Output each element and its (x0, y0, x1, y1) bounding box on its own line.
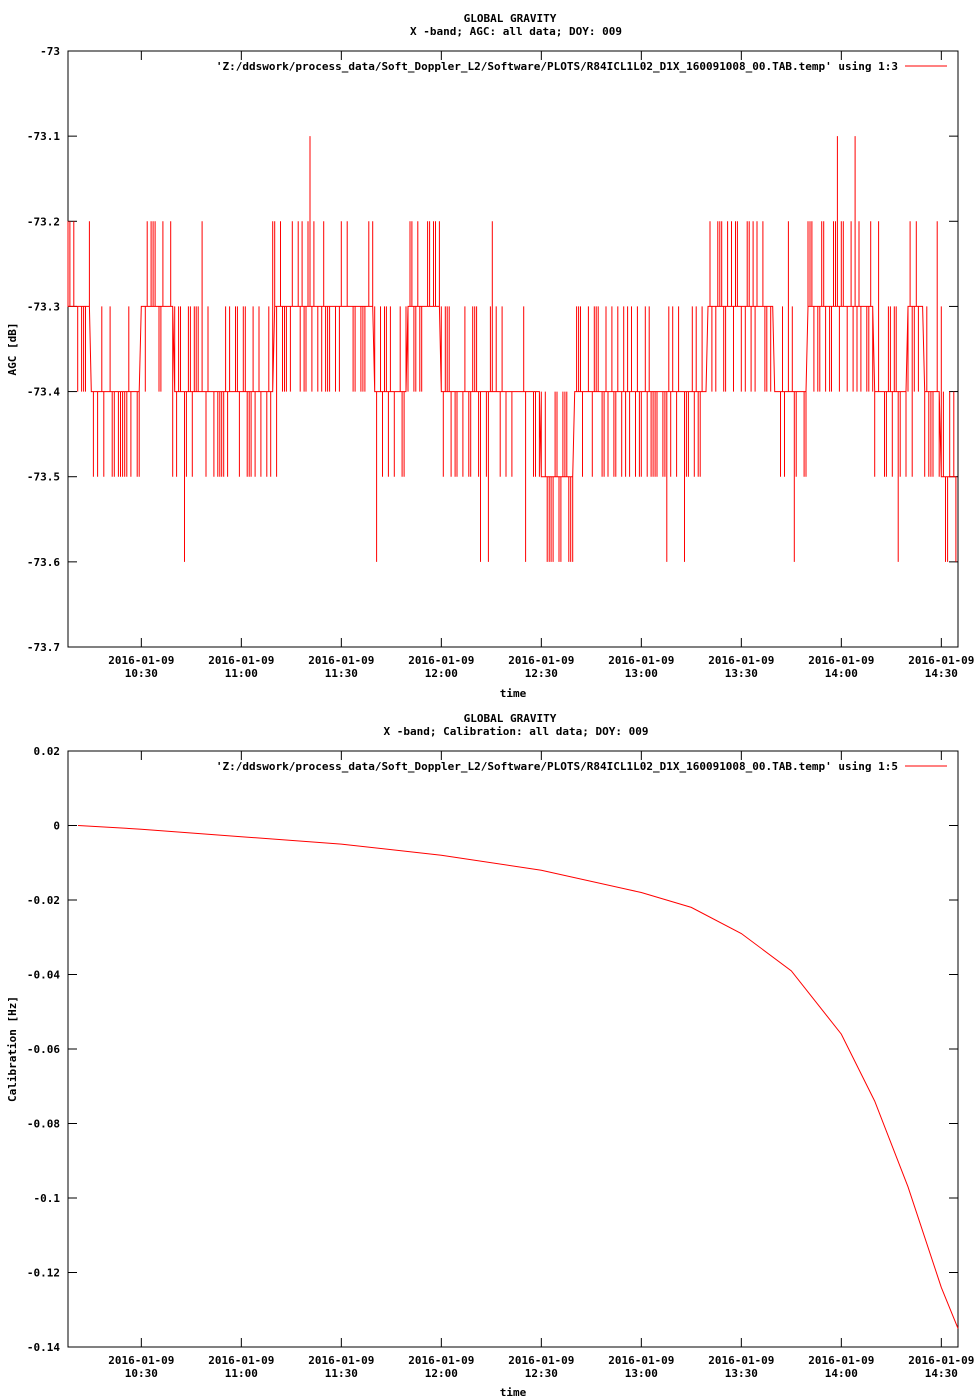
agc-x-axis-label: time (500, 687, 527, 700)
agc-x-tick-time-label: 12:00 (425, 667, 458, 680)
calibration-series (77, 825, 959, 1329)
agc-x-tick-time-label: 12:30 (525, 667, 558, 680)
agc-x-tick-time-label: 14:00 (825, 667, 858, 680)
agc-x-tick-time-label: 14:30 (925, 667, 958, 680)
agc-x-tick-time-label: 13:30 (725, 667, 758, 680)
calibration-y-tick-label: -0.14 (27, 1341, 60, 1354)
calibration-x-tick-time-label: 12:30 (525, 1367, 558, 1380)
calibration-y-tick-label: -0.08 (27, 1118, 60, 1131)
agc-x-ticks: 2016-01-0910:302016-01-0911:002016-01-09… (108, 51, 974, 680)
calibration-x-tick-time-label: 13:30 (725, 1367, 758, 1380)
agc-x-tick-time-label: 13:00 (625, 667, 658, 680)
agc-series-line (67, 136, 957, 562)
calibration-x-tick-time-label: 13:00 (625, 1367, 658, 1380)
agc-plot-frame (67, 50, 959, 648)
agc-y-tick-label: -73.2 (27, 215, 60, 228)
agc-x-tick-date-label: 2016-01-09 (108, 654, 174, 667)
agc-chart-title: GLOBAL GRAVITY (464, 12, 557, 25)
calibration-y-tick-label: -0.04 (27, 969, 60, 982)
agc-y-ticks: -73 -73.1 -73.2 -73.3 -73.4 -73.5 -73.6 -73.7 (27, 45, 958, 654)
calibration-legend: 'Z:/ddswork/process_data/Soft_Doppler_L2… (216, 760, 947, 773)
agc-x-tick-date-label: 2016-01-09 (508, 654, 574, 667)
calibration-x-tick-date-label: 2016-01-09 (708, 1354, 774, 1367)
calibration-y-tick-label: -0.02 (27, 894, 60, 907)
agc-x-tick-date-label: 2016-01-09 (308, 654, 374, 667)
calibration-x-tick-date-label: 2016-01-09 (808, 1354, 874, 1367)
calibration-chart-title: GLOBAL GRAVITY (464, 712, 557, 725)
calibration-chart-subtitle: X -band; Calibration: all data; DOY: 009 (384, 725, 649, 738)
calibration-plot-frame (67, 750, 959, 1348)
agc-x-tick-date-label: 2016-01-09 (908, 654, 974, 667)
calibration-x-tick-time-label: 14:30 (925, 1367, 958, 1380)
agc-y-tick-label: -73.7 (27, 641, 60, 654)
calibration-y-tick-label: 0.02 (34, 745, 61, 758)
agc-x-tick-date-label: 2016-01-09 (708, 654, 774, 667)
calibration-x-tick-date-label: 2016-01-09 (908, 1354, 974, 1367)
agc-legend-label: 'Z:/ddswork/process_data/Soft_Doppler_L2… (216, 60, 898, 73)
calibration-x-tick-date-label: 2016-01-09 (208, 1354, 274, 1367)
calibration-y-axis-label: Calibration [Hz] (6, 996, 19, 1102)
agc-chart: GLOBAL GRAVITY X -band; AGC: all data; D… (6, 12, 974, 700)
agc-y-tick-label: -73 (40, 45, 60, 58)
agc-x-tick-date-label: 2016-01-09 (608, 654, 674, 667)
agc-y-tick-label: -73.1 (27, 130, 60, 143)
agc-y-axis-label: AGC [dB] (6, 323, 19, 376)
calibration-x-tick-time-label: 12:00 (425, 1367, 458, 1380)
agc-y-tick-label: -73.3 (27, 300, 60, 313)
calibration-x-tick-time-label: 10:30 (125, 1367, 158, 1380)
calibration-y-tick-label: -0.12 (27, 1267, 60, 1280)
calibration-legend-label: 'Z:/ddswork/process_data/Soft_Doppler_L2… (216, 760, 898, 773)
agc-x-tick-time-label: 11:30 (325, 667, 358, 680)
calibration-x-tick-time-label: 11:30 (325, 1367, 358, 1380)
calibration-y-tick-label: -0.06 (27, 1043, 60, 1056)
calibration-x-tick-date-label: 2016-01-09 (408, 1354, 474, 1367)
calibration-x-tick-time-label: 11:00 (225, 1367, 258, 1380)
calibration-chart: GLOBAL GRAVITY X -band; Calibration: all… (6, 712, 974, 1399)
agc-chart-subtitle: X -band; AGC: all data; DOY: 009 (410, 25, 622, 38)
calibration-x-tick-time-label: 14:00 (825, 1367, 858, 1380)
calibration-y-tick-label: -0.1 (34, 1192, 61, 1205)
calibration-x-tick-date-label: 2016-01-09 (308, 1354, 374, 1367)
agc-x-tick-time-label: 10:30 (125, 667, 158, 680)
calibration-x-tick-date-label: 2016-01-09 (608, 1354, 674, 1367)
agc-x-tick-date-label: 2016-01-09 (208, 654, 274, 667)
calibration-x-tick-date-label: 2016-01-09 (508, 1354, 574, 1367)
calibration-x-tick-date-label: 2016-01-09 (108, 1354, 174, 1367)
agc-x-tick-time-label: 11:00 (225, 667, 258, 680)
agc-y-tick-label: -73.5 (27, 471, 60, 484)
agc-legend: 'Z:/ddswork/process_data/Soft_Doppler_L2… (216, 60, 947, 73)
agc-x-tick-date-label: 2016-01-09 (808, 654, 874, 667)
agc-y-tick-label: -73.4 (27, 386, 60, 399)
calibration-y-ticks: 0.02 0 -0.02 -0.04 -0.06 -0.08 -0.1 -0.12 -0.14 (27, 745, 958, 1354)
agc-series (67, 136, 957, 562)
calibration-x-axis-label: time (500, 1386, 527, 1399)
calibration-series-line (77, 825, 959, 1329)
calibration-y-tick-label: 0 (53, 820, 60, 833)
agc-x-tick-date-label: 2016-01-09 (408, 654, 474, 667)
agc-y-tick-label: -73.6 (27, 556, 60, 569)
calibration-x-ticks: 2016-01-0910:302016-01-0911:002016-01-09… (108, 751, 974, 1380)
